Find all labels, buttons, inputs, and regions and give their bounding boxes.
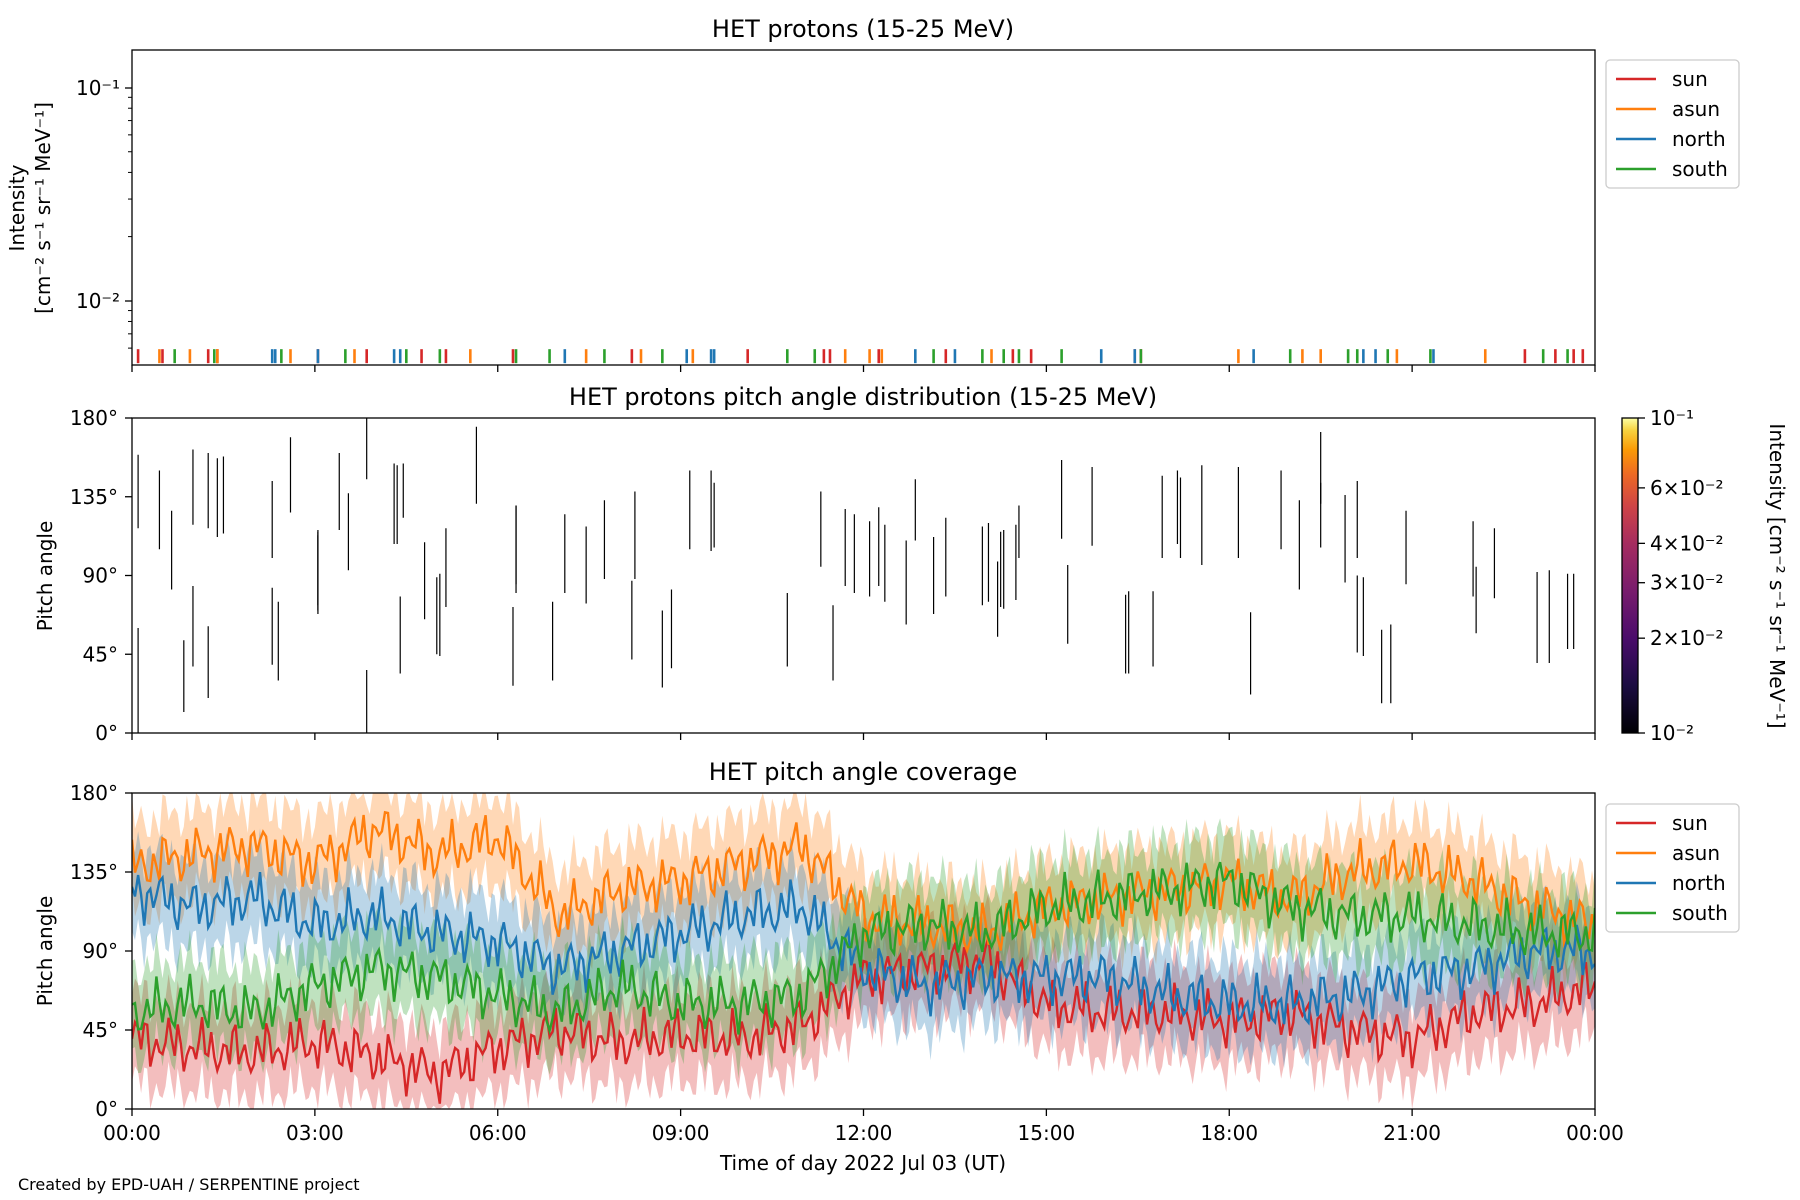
colorbar-tick-label: 3×10⁻² bbox=[1650, 571, 1724, 595]
colorbar-tick-label: 2×10⁻² bbox=[1650, 626, 1724, 650]
legend-label-south: south bbox=[1672, 901, 1728, 925]
panel3-marks bbox=[132, 793, 1595, 1109]
x-tick-label: 00:00 bbox=[1566, 1121, 1624, 1145]
panel2-frame bbox=[131, 417, 1596, 734]
y-tick-label: 180° bbox=[70, 406, 118, 430]
x-axis-label: Time of day 2022 Jul 03 (UT) bbox=[719, 1151, 1006, 1175]
x-tick-label: 21:00 bbox=[1383, 1121, 1441, 1145]
panel-intensity: HET protons (15-25 MeV) 10⁻¹ 10⁻² Intens… bbox=[5, 15, 1740, 372]
panel2-y-ticks: 0° 45° 90° 135° 180° bbox=[70, 406, 132, 745]
colorbar-label: Intensity [cm⁻² s⁻¹ sr⁻¹ MeV⁻¹] bbox=[1765, 423, 1789, 728]
x-tick-label: 15:00 bbox=[1018, 1121, 1076, 1145]
panel3-legend: sun asun north south bbox=[1605, 803, 1740, 933]
x-tick-label: 12:00 bbox=[835, 1121, 893, 1145]
colorbar: 10⁻² 2×10⁻² 3×10⁻² 4×10⁻² 6×10⁻² 10⁻¹ Intensi… bbox=[1621, 406, 1789, 745]
panel1-frame bbox=[131, 49, 1596, 366]
y-tick-label: 90° bbox=[83, 939, 118, 963]
panel1-ylabel-line1: Intensity bbox=[5, 164, 29, 251]
colorbar-tick-label: 4×10⁻² bbox=[1650, 531, 1724, 555]
panel1-ylabel-line2: [cm⁻² s⁻¹ sr⁻¹ MeV⁻¹] bbox=[31, 102, 55, 314]
legend-label-north: north bbox=[1672, 871, 1726, 895]
x-tick-label: 09:00 bbox=[652, 1121, 710, 1145]
coverage-line-asun bbox=[132, 810, 1595, 955]
credit-text: Created by EPD-UAH / SERPENTINE project bbox=[18, 1175, 360, 1194]
panel-pitch-angle-coverage: HET pitch angle coverage 0° 45° 90° 135° 180… bbox=[33, 758, 1740, 1175]
panel3-y-ticks: 0° 45° 90° 135° 180° bbox=[70, 781, 132, 1121]
panel1-marks bbox=[136, 349, 1585, 364]
panel-pitch-angle-distribution: HET protons pitch angle distribution (15… bbox=[33, 383, 1789, 745]
panel2-marks bbox=[137, 418, 1575, 733]
y-tick-label: 45° bbox=[83, 642, 118, 666]
legend-label-asun: asun bbox=[1672, 97, 1720, 121]
coverage-line-sun bbox=[132, 936, 1595, 1104]
legend-label-sun: sun bbox=[1672, 811, 1708, 835]
x-tick-label: 00:00 bbox=[103, 1121, 161, 1145]
colorbar-tick-label: 6×10⁻² bbox=[1650, 476, 1724, 500]
legend-label-asun: asun bbox=[1672, 841, 1720, 865]
legend-label-south: south bbox=[1672, 157, 1728, 181]
y-tick-label: 45° bbox=[83, 1018, 118, 1042]
x-tick-label: 06:00 bbox=[469, 1121, 527, 1145]
y-tick-label: 0° bbox=[95, 1097, 118, 1121]
colorbar-tick-label: 10⁻² bbox=[1650, 721, 1694, 745]
y-tick-label: 90° bbox=[83, 564, 118, 588]
panel1-x-ticks bbox=[131, 365, 1596, 372]
coverage-line-north bbox=[132, 871, 1595, 1026]
coverage-line-south bbox=[132, 861, 1595, 1036]
colorbar-tick-label: 10⁻¹ bbox=[1650, 406, 1694, 430]
y-tick-label: 0° bbox=[95, 721, 118, 745]
panel1-ytick-label-1: 10⁻¹ bbox=[76, 76, 120, 100]
legend-label-sun: sun bbox=[1672, 67, 1708, 91]
y-tick-label: 180° bbox=[70, 781, 118, 805]
panel1-title: HET protons (15-25 MeV) bbox=[712, 15, 1014, 43]
panel1-legend: sun asun north south bbox=[1605, 59, 1740, 189]
panel1-legend-box bbox=[1605, 59, 1740, 189]
y-tick-label: 135° bbox=[70, 485, 118, 509]
panel2-x-ticks bbox=[131, 733, 1596, 740]
panel3-legend-box bbox=[1605, 803, 1740, 933]
colorbar-gradient bbox=[1621, 417, 1639, 734]
panel1-ytick-label-2: 10⁻² bbox=[76, 289, 120, 313]
legend-label-north: north bbox=[1672, 127, 1726, 151]
x-tick-label: 03:00 bbox=[286, 1121, 344, 1145]
panel2-ylabel: Pitch angle bbox=[33, 521, 57, 632]
panel3-title: HET pitch angle coverage bbox=[709, 758, 1017, 786]
panel3-ylabel: Pitch angle bbox=[33, 896, 57, 1007]
panel1-minor-ticks bbox=[128, 96, 132, 349]
x-tick-label: 18:00 bbox=[1200, 1121, 1258, 1145]
panel3-x-ticks: 00:00 03:00 06:00 09:00 12:00 15:00 18:00 21:00… bbox=[103, 1109, 1624, 1145]
y-tick-label: 135° bbox=[70, 860, 118, 884]
coverage-band-south bbox=[132, 818, 1595, 1079]
panel2-title: HET protons pitch angle distribution (15… bbox=[569, 383, 1157, 411]
